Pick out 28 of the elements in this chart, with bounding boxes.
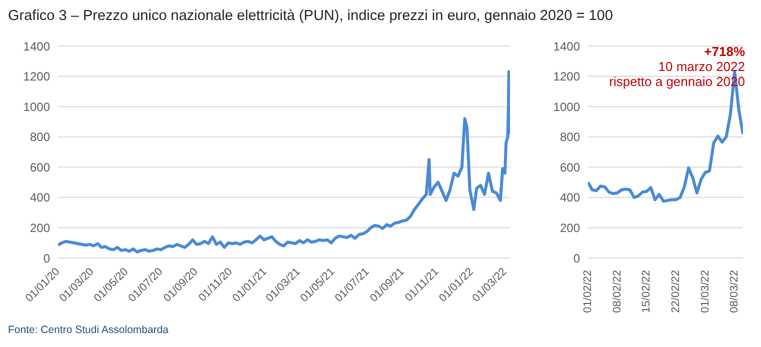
annotation: +718% bbox=[704, 44, 745, 59]
x-tick-label: 01/02/22 bbox=[582, 270, 594, 313]
y-tick-label: 0 bbox=[573, 251, 580, 266]
y-tick-label: 1000 bbox=[553, 100, 580, 114]
y-tick-label: 200 bbox=[30, 220, 50, 235]
y-tick-label: 600 bbox=[560, 160, 580, 174]
y-tick-label: 200 bbox=[560, 220, 580, 235]
y-tick-label: 1400 bbox=[553, 39, 580, 54]
x-tick-label: 08/03/22 bbox=[728, 270, 741, 313]
y-tick-label: 400 bbox=[30, 190, 50, 205]
y-tick-label: 800 bbox=[560, 130, 580, 144]
y-tick-label: 600 bbox=[30, 160, 50, 174]
y-tick-label: 400 bbox=[560, 190, 580, 205]
y-tick-label: 1400 bbox=[23, 39, 50, 54]
y-tick-label: 1000 bbox=[23, 100, 50, 114]
y-tick-label: 800 bbox=[30, 130, 50, 144]
x-tick-label: 22/02/22 bbox=[670, 270, 682, 313]
chart-title: Grafico 3 – Prezzo unico nazionale elettricità (PUN), indice prezzi in euro, gennaio 2020 = 100 bbox=[8, 8, 613, 24]
annotation: 10 marzo 2022 bbox=[658, 59, 745, 74]
line-series bbox=[588, 70, 743, 203]
source-note: Fonte: Centro Studi Assolombarda bbox=[8, 324, 169, 336]
y-tick-label: 0 bbox=[43, 251, 50, 266]
x-tick-label: 15/02/22 bbox=[640, 270, 653, 313]
y-tick-label: 1200 bbox=[23, 70, 50, 84]
x-tick-label: 01/03/22 bbox=[699, 270, 712, 313]
y-tick-label: 1200 bbox=[553, 70, 580, 84]
line-series bbox=[58, 70, 510, 254]
x-tick-label: 08/02/22 bbox=[611, 270, 624, 313]
